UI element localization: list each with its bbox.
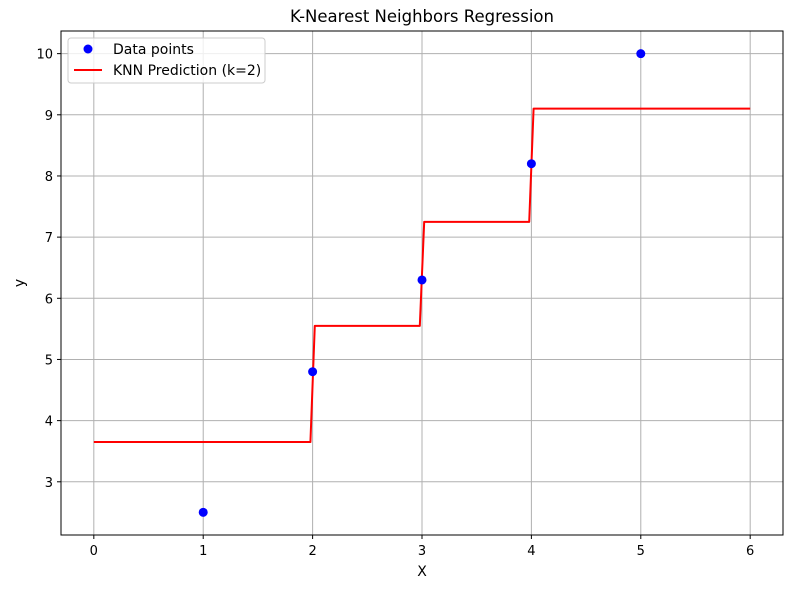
x-tick-label: 2	[308, 544, 316, 559]
x-tick-label: 4	[527, 544, 535, 559]
data-point	[417, 275, 427, 285]
data-point	[198, 507, 208, 517]
x-tick-label: 0	[90, 544, 98, 559]
y-tick-label: 8	[45, 170, 53, 185]
x-tick-label: 1	[199, 544, 207, 559]
x-tick-label: 6	[746, 544, 754, 559]
legend-marker-data-points	[83, 44, 93, 54]
legend-box	[67, 37, 266, 84]
chart-title: K-Nearest Neighbors Regression	[290, 7, 554, 26]
y-axis-title: y	[12, 279, 28, 287]
y-tick-label: 10	[36, 48, 53, 63]
axis-ticks: 0 1 2 3 4 5 6 3 4 5 6 7 8 9 10	[36, 48, 754, 559]
series-layer	[93, 49, 751, 517]
y-tick-label: 7	[45, 231, 53, 246]
y-tick-label: 6	[45, 292, 53, 307]
y-tick-label: 5	[45, 353, 53, 368]
legend-label-knn-prediction: KNN Prediction (k=2)	[113, 63, 261, 79]
x-tick-label: 5	[637, 544, 645, 559]
y-tick-label: 3	[45, 476, 53, 491]
x-axis-title: X	[417, 564, 427, 580]
x-tick-label: 3	[418, 544, 426, 559]
data-point	[308, 367, 318, 377]
legend-label-data-points: Data points	[113, 42, 194, 58]
y-tick-label: 9	[45, 109, 53, 124]
y-tick-label: 4	[45, 415, 53, 430]
data-point	[526, 159, 536, 169]
grid	[61, 31, 783, 535]
legend: Data points KNN Prediction (k=2)	[67, 37, 266, 84]
data-point	[636, 49, 646, 59]
knn-prediction-line	[93, 107, 751, 444]
